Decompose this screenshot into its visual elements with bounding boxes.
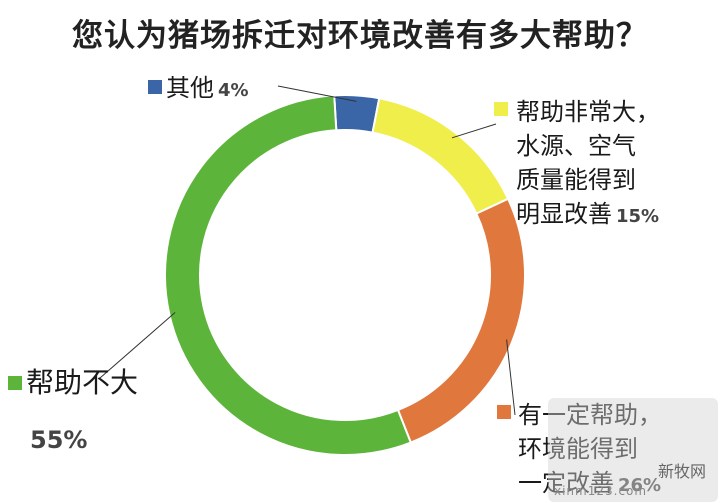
leader-not-much (99, 312, 176, 379)
watermark-url: xinm123.com (554, 484, 648, 498)
label-very-helpful: 帮助非常大，水源、空气质量能得到明显改善 15% (516, 98, 660, 228)
legend-mark-other (148, 80, 162, 94)
leader-other (277, 85, 357, 102)
legend-mark-not-much (8, 376, 22, 390)
watermark-brand: 新牧网 (657, 462, 706, 481)
leader-somewhat-helpful (506, 339, 516, 416)
label-other: 其他 4% (166, 74, 249, 102)
slice-other (333, 94, 381, 134)
pct-other: 4% (218, 80, 249, 101)
pct-not-much: 55% (30, 426, 87, 454)
watermark: 新牧网 xinm123.com (548, 398, 718, 502)
slice-not-much (164, 94, 413, 456)
chart-title: 您认为猪场拆迁对环境改善有多大帮助？ (72, 18, 648, 54)
pct-somewhat-helpful: 26% (618, 475, 661, 496)
label-somewhat-helpful: 有一定帮助，环境能得到一定改善 26% (518, 401, 662, 497)
leader-very-helpful (451, 123, 497, 139)
slice-very-helpful (371, 97, 510, 215)
legend-mark-very-helpful (494, 102, 508, 116)
legend-mark-somewhat-helpful (497, 405, 511, 419)
pct-very-helpful: 15% (616, 206, 659, 227)
label-not-much: 帮助不大 (26, 366, 138, 399)
